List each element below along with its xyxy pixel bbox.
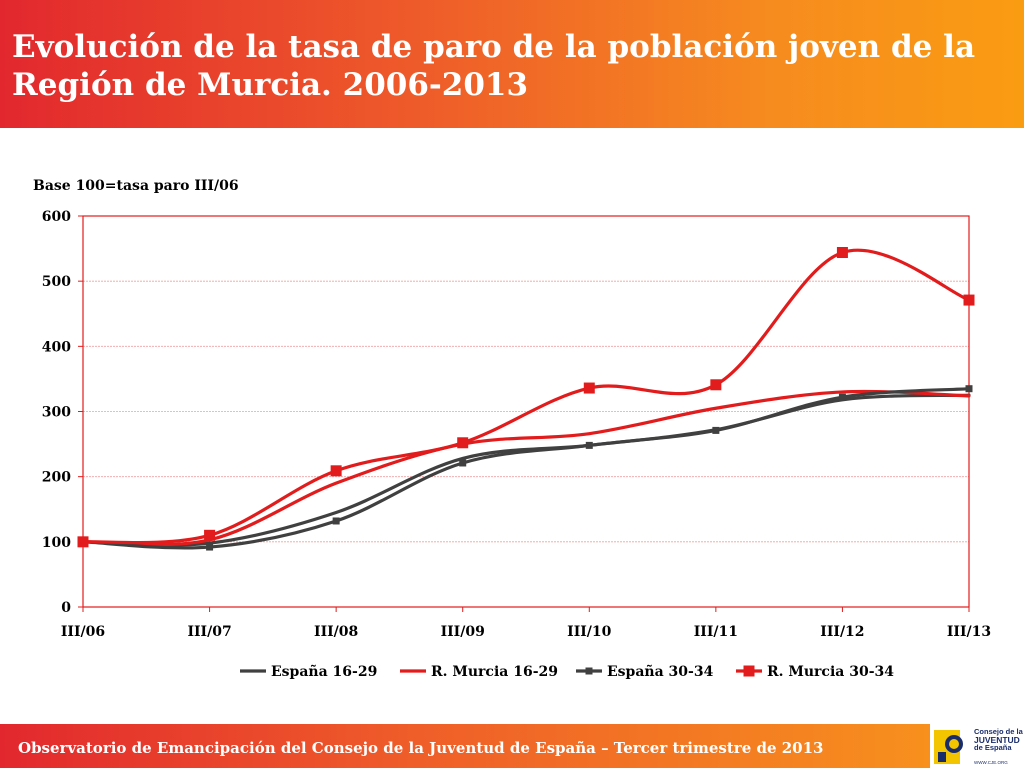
logo-url: WWW.CJE.ORG (974, 760, 1008, 765)
y-tick-label: 400 (42, 339, 71, 355)
y-tick-label: 500 (42, 274, 71, 290)
series-line-r-murcia-30-34 (81, 248, 971, 545)
data-point-r-murcia-30-34 (457, 437, 469, 449)
x-tick-label: III/12 (820, 624, 864, 640)
footer-banner: Observatorio de Emancipación del Consejo… (0, 724, 930, 768)
legend-label: R. Murcia 30-34 (767, 664, 894, 680)
legend-label: España 16-29 (271, 663, 377, 680)
data-point-r-murcia-30-34 (204, 529, 216, 541)
chart-axes: 0 100 200 300 400 500 600 III/06 III/07 III/08 III… (42, 209, 991, 640)
x-tick-label: III/09 (441, 624, 485, 640)
data-point-espa-a-30-34 (712, 426, 720, 434)
x-tick-label: III/13 (947, 624, 991, 640)
data-point-espa-a-30-34 (206, 543, 214, 551)
data-point-espa-a-30-34 (838, 393, 846, 401)
y-tick-label: 200 (42, 470, 71, 486)
legend-marker (585, 667, 593, 675)
cje-logo-icon (934, 730, 963, 764)
logo-line-1: Consejo de la (974, 727, 1023, 736)
logo-line-3: de España (974, 743, 1012, 752)
logo-line-2: JUVENTUD (974, 735, 1020, 745)
data-point-r-murcia-30-34 (77, 536, 89, 548)
chart-legend: España 16-29 R. Murcia 16-29 España 30-34 R… (240, 663, 894, 680)
chart-series (77, 246, 975, 551)
data-point-r-murcia-30-34 (583, 382, 595, 394)
footer-text: Observatorio de Emancipación del Consejo… (18, 739, 824, 757)
series-line-espa-a-16-29 (81, 393, 971, 547)
y-axis-note: Base 100=tasa paro III/06 (33, 178, 239, 194)
x-tick-label: III/08 (314, 624, 358, 640)
x-tick-label: III/10 (567, 624, 612, 640)
x-tick-label: III/06 (61, 624, 105, 640)
chart-gridlines (83, 280, 969, 543)
title-banner: Evolución de la tasa de paro de la pobla… (0, 0, 1024, 128)
data-point-r-murcia-30-34 (963, 294, 975, 306)
cje-logo: Consejo de la JUVENTUD de España WWW.CJE… (930, 724, 1024, 768)
legend-label: España 30-34 (607, 663, 714, 680)
legend-label: R. Murcia 16-29 (431, 664, 558, 680)
legend-marker (743, 665, 755, 677)
page-title: Evolución de la tasa de paro de la pobla… (12, 29, 976, 103)
y-tick-label: 300 (42, 405, 71, 421)
y-tick-label: 100 (42, 535, 71, 551)
data-point-espa-a-30-34 (459, 459, 467, 467)
data-point-r-murcia-30-34 (710, 379, 722, 391)
cje-logo-text: Consejo de la JUVENTUD de España (974, 728, 1023, 752)
series-line-espa-a-30-34 (81, 387, 971, 550)
y-tick-label: 0 (61, 600, 71, 616)
y-tick-label: 600 (42, 209, 71, 225)
data-point-espa-a-30-34 (332, 517, 340, 525)
series-line-r-murcia-16-29 (81, 389, 971, 547)
data-point-r-murcia-30-34 (330, 465, 342, 477)
line-chart: 0 100 200 300 400 500 600 III/06 III/07 III/08 III… (42, 209, 991, 680)
x-tick-label: III/11 (694, 624, 738, 640)
data-point-espa-a-30-34 (965, 385, 973, 393)
x-tick-label: III/07 (187, 624, 231, 640)
data-point-r-murcia-30-34 (836, 246, 848, 258)
data-point-espa-a-30-34 (585, 441, 593, 449)
